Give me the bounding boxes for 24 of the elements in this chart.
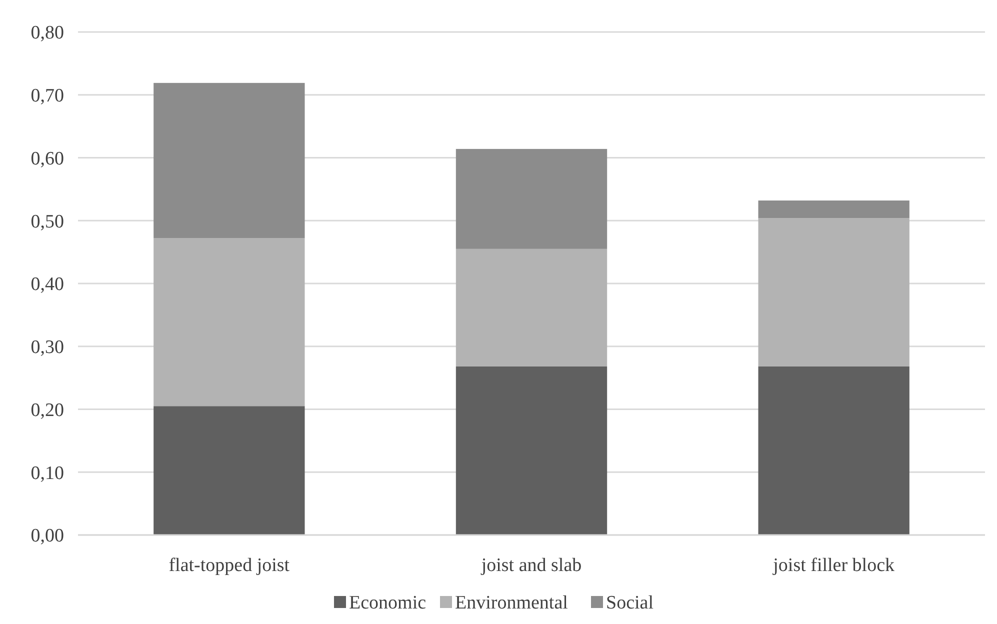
bar [456, 148, 608, 249]
bar [456, 248, 608, 366]
legend-label: Economic [349, 592, 426, 614]
legend-label: Social [606, 592, 654, 614]
legend-label: Environmental [455, 592, 568, 614]
y-tick-label: 0,70 [30, 86, 64, 107]
x-tick-label: flat-topped joist [168, 555, 290, 576]
x-tick-label: joist and slab [480, 555, 582, 576]
bar [456, 366, 608, 535]
bar [154, 82, 305, 238]
y-tick-label: 0,80 [30, 22, 64, 44]
y-tick-label: 0,60 [30, 148, 64, 170]
y-tick-label: 0,00 [30, 526, 64, 547]
y-tick-label: 0,20 [30, 400, 64, 421]
y-tick-label: 0,40 [30, 274, 64, 296]
y-tick-label: 0,10 [30, 462, 64, 484]
bar [758, 200, 910, 218]
x-tick-label: joist filler block [772, 555, 896, 576]
bar [758, 218, 910, 366]
bar [154, 238, 305, 406]
y-tick-label: 0,30 [30, 337, 64, 358]
y-tick-label: 0,50 [30, 211, 64, 232]
bar [154, 406, 305, 535]
bar [758, 366, 910, 535]
